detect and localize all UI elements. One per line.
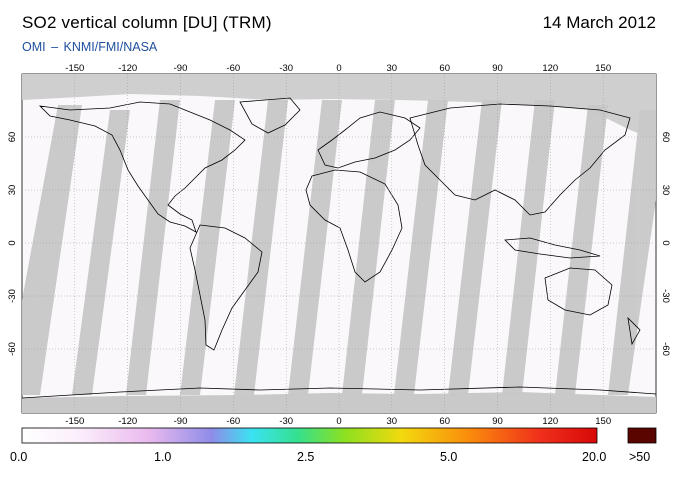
- lon-tick-label: 0: [336, 63, 341, 74]
- coastlines: [22, 97, 656, 399]
- lon-tick-label: -90: [174, 63, 188, 74]
- australia-coast: [544, 267, 613, 316]
- lon-tick-label: 120: [542, 416, 558, 427]
- new-zealand-coast: [627, 316, 641, 346]
- colorbar-overflow-label: >50: [629, 450, 651, 464]
- lon-tick-label: -60: [226, 63, 240, 74]
- colorbar-label-min: 0.0: [10, 450, 28, 464]
- north-polar-no-data: [22, 74, 656, 140]
- colorbar-label: 1.0: [154, 450, 172, 464]
- lat-ticks-right: 60 30 0 -30 -60: [660, 132, 671, 356]
- colorbar-gradient: [21, 427, 598, 444]
- lon-tick-label: -90: [174, 416, 188, 427]
- lon-tick-label: 150: [595, 416, 611, 427]
- lon-tick-label: 30: [387, 416, 398, 427]
- lon-tick-label: 0: [336, 416, 341, 427]
- map-date: 14 March 2012: [542, 13, 656, 32]
- lon-tick-label: -150: [65, 416, 84, 427]
- orbit-gap-swaths: [22, 100, 656, 395]
- south-america-coast: [189, 224, 263, 351]
- graticule: [22, 74, 656, 413]
- lat-tick-label: -60: [7, 342, 18, 356]
- map-title: SO2 vertical column [DU] (TRM): [22, 13, 272, 32]
- asia-coast: [409, 103, 631, 216]
- lon-tick-label: -120: [118, 416, 137, 427]
- lon-tick-label: 120: [542, 63, 558, 74]
- antarctica-coast: [22, 386, 656, 399]
- lat-tick-label: 60: [660, 132, 671, 143]
- north-america-coast: [38, 101, 246, 233]
- lat-tick-label: 0: [660, 240, 671, 245]
- lon-ticks-top: -150 -120 -90 -60 -30 0 30 60 90 120 150: [65, 63, 611, 74]
- lat-tick-label: -30: [660, 289, 671, 303]
- lon-tick-label: -30: [279, 63, 293, 74]
- lon-tick-label: 90: [492, 416, 503, 427]
- colorbar-label: 5.0: [440, 450, 458, 464]
- lon-tick-label: -30: [279, 416, 293, 427]
- lon-tick-label: 150: [595, 63, 611, 74]
- greenland-coast: [239, 97, 301, 134]
- lat-ticks-left: 60 30 0 -30 -60: [7, 132, 18, 356]
- colorbar-overflow-swatch: [627, 427, 657, 444]
- lon-ticks-bottom: -150 -120 -90 -60 -30 0 30 60 90 120 150: [65, 416, 611, 427]
- lat-tick-label: -60: [660, 342, 671, 356]
- lat-tick-label: 30: [7, 185, 18, 196]
- indonesia-coast: [504, 237, 601, 259]
- lon-tick-label: 60: [439, 63, 450, 74]
- lon-tick-label: 90: [492, 63, 503, 74]
- lat-tick-label: 30: [660, 185, 671, 196]
- lat-tick-label: -30: [7, 289, 18, 303]
- lon-tick-label: -150: [65, 63, 84, 74]
- lat-tick-label: 0: [7, 240, 18, 245]
- lon-tick-label: 30: [387, 63, 398, 74]
- africa-coast: [305, 169, 403, 283]
- lon-tick-label: 60: [439, 416, 450, 427]
- colorbar-label: 2.5: [297, 450, 315, 464]
- data-credit: OMI – KNMI/FMI/NASA: [22, 40, 158, 54]
- colorbar-label-max: 20.0: [582, 450, 607, 464]
- lon-tick-label: -60: [226, 416, 240, 427]
- lat-tick-label: 60: [7, 132, 18, 143]
- lon-tick-label: -120: [118, 63, 137, 74]
